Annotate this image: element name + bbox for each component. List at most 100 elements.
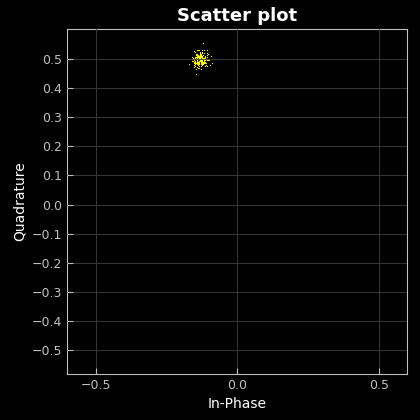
Channel 1 [198,55,205,62]
Channel 1 [199,55,206,62]
Channel 1 [195,53,202,60]
Channel 1 [196,65,203,71]
Channel 1 [190,58,197,65]
Channel 1 [198,57,205,64]
Channel 1 [197,56,203,63]
Channel 1 [197,57,203,64]
Channel 1 [194,59,201,66]
Channel 1 [199,58,206,64]
Channel 1 [198,58,205,64]
Channel 1 [194,51,200,58]
Channel 1 [197,56,204,63]
Title: Scatter plot: Scatter plot [177,7,297,25]
Channel 1 [200,57,207,64]
Channel 1 [193,54,200,60]
Channel 1 [197,52,204,58]
Channel 1 [203,55,210,62]
Channel 1 [197,52,204,58]
Channel 1 [198,54,205,61]
Channel 1 [193,56,200,63]
Channel 1 [199,50,205,57]
Channel 1 [196,54,203,60]
Channel 1 [199,59,206,66]
Channel 1 [202,55,209,62]
Channel 1 [196,52,202,59]
Channel 1 [203,46,210,53]
Channel 1 [195,51,202,58]
Channel 1 [198,57,205,63]
Channel 1 [195,65,202,72]
Channel 1 [201,57,208,64]
Channel 1 [201,53,208,60]
Channel 1 [186,61,193,68]
Channel 1 [199,54,205,60]
Channel 1 [192,63,198,69]
Channel 1 [193,59,199,66]
Channel 1 [197,51,204,58]
Channel 1 [189,58,196,64]
Channel 1 [200,55,207,62]
Channel 1 [197,54,203,60]
Channel 1 [195,58,202,65]
Channel 1 [192,71,199,77]
Channel 1 [200,61,206,68]
Channel 1 [189,55,196,61]
Channel 1 [197,54,203,61]
Channel 1 [198,52,205,59]
Channel 1 [205,56,212,63]
Channel 1 [194,60,201,66]
Channel 1 [194,60,201,66]
Channel 1 [196,51,203,58]
Channel 1 [203,60,210,67]
Channel 1 [199,61,205,68]
Channel 1 [195,54,202,60]
Channel 1 [197,49,204,56]
Channel 1 [191,56,198,63]
Channel 1 [200,60,206,66]
Channel 1 [197,54,204,60]
Channel 1 [200,56,207,63]
Channel 1 [196,58,202,65]
Channel 1 [194,56,201,63]
Channel 1 [194,52,200,59]
Channel 1 [192,56,199,63]
Channel 1 [204,57,210,64]
Channel 1 [199,55,205,61]
Channel 1 [197,57,204,63]
Channel 1 [192,58,199,65]
Channel 1 [199,59,206,66]
Channel 1 [194,59,200,66]
Channel 1 [199,62,205,68]
Channel 1 [202,57,209,63]
Channel 1 [191,63,198,70]
Channel 1 [199,58,205,65]
Channel 1 [197,56,204,63]
Channel 1 [199,49,205,55]
Channel 1 [199,58,205,65]
Channel 1 [202,55,209,62]
Channel 1 [192,63,199,69]
Channel 1 [198,50,205,57]
Channel 1 [196,60,203,66]
Channel 1 [192,55,199,62]
Channel 1 [194,58,201,65]
Channel 1 [199,52,205,59]
Channel 1 [195,55,202,62]
Channel 1 [195,53,202,60]
Channel 1 [199,59,206,66]
Channel 1 [203,62,210,68]
Channel 1 [196,59,202,66]
Channel 1 [196,57,203,63]
Channel 1 [198,59,205,66]
Channel 1 [197,53,204,60]
Channel 1 [196,53,202,60]
Channel 1 [198,56,205,63]
Channel 1 [201,54,207,61]
Channel 1 [195,54,202,60]
Channel 1 [196,56,203,63]
Channel 1 [198,52,205,59]
Channel 1 [201,54,207,61]
Channel 1 [197,48,204,55]
Channel 1 [198,65,205,72]
Channel 1 [204,56,210,63]
